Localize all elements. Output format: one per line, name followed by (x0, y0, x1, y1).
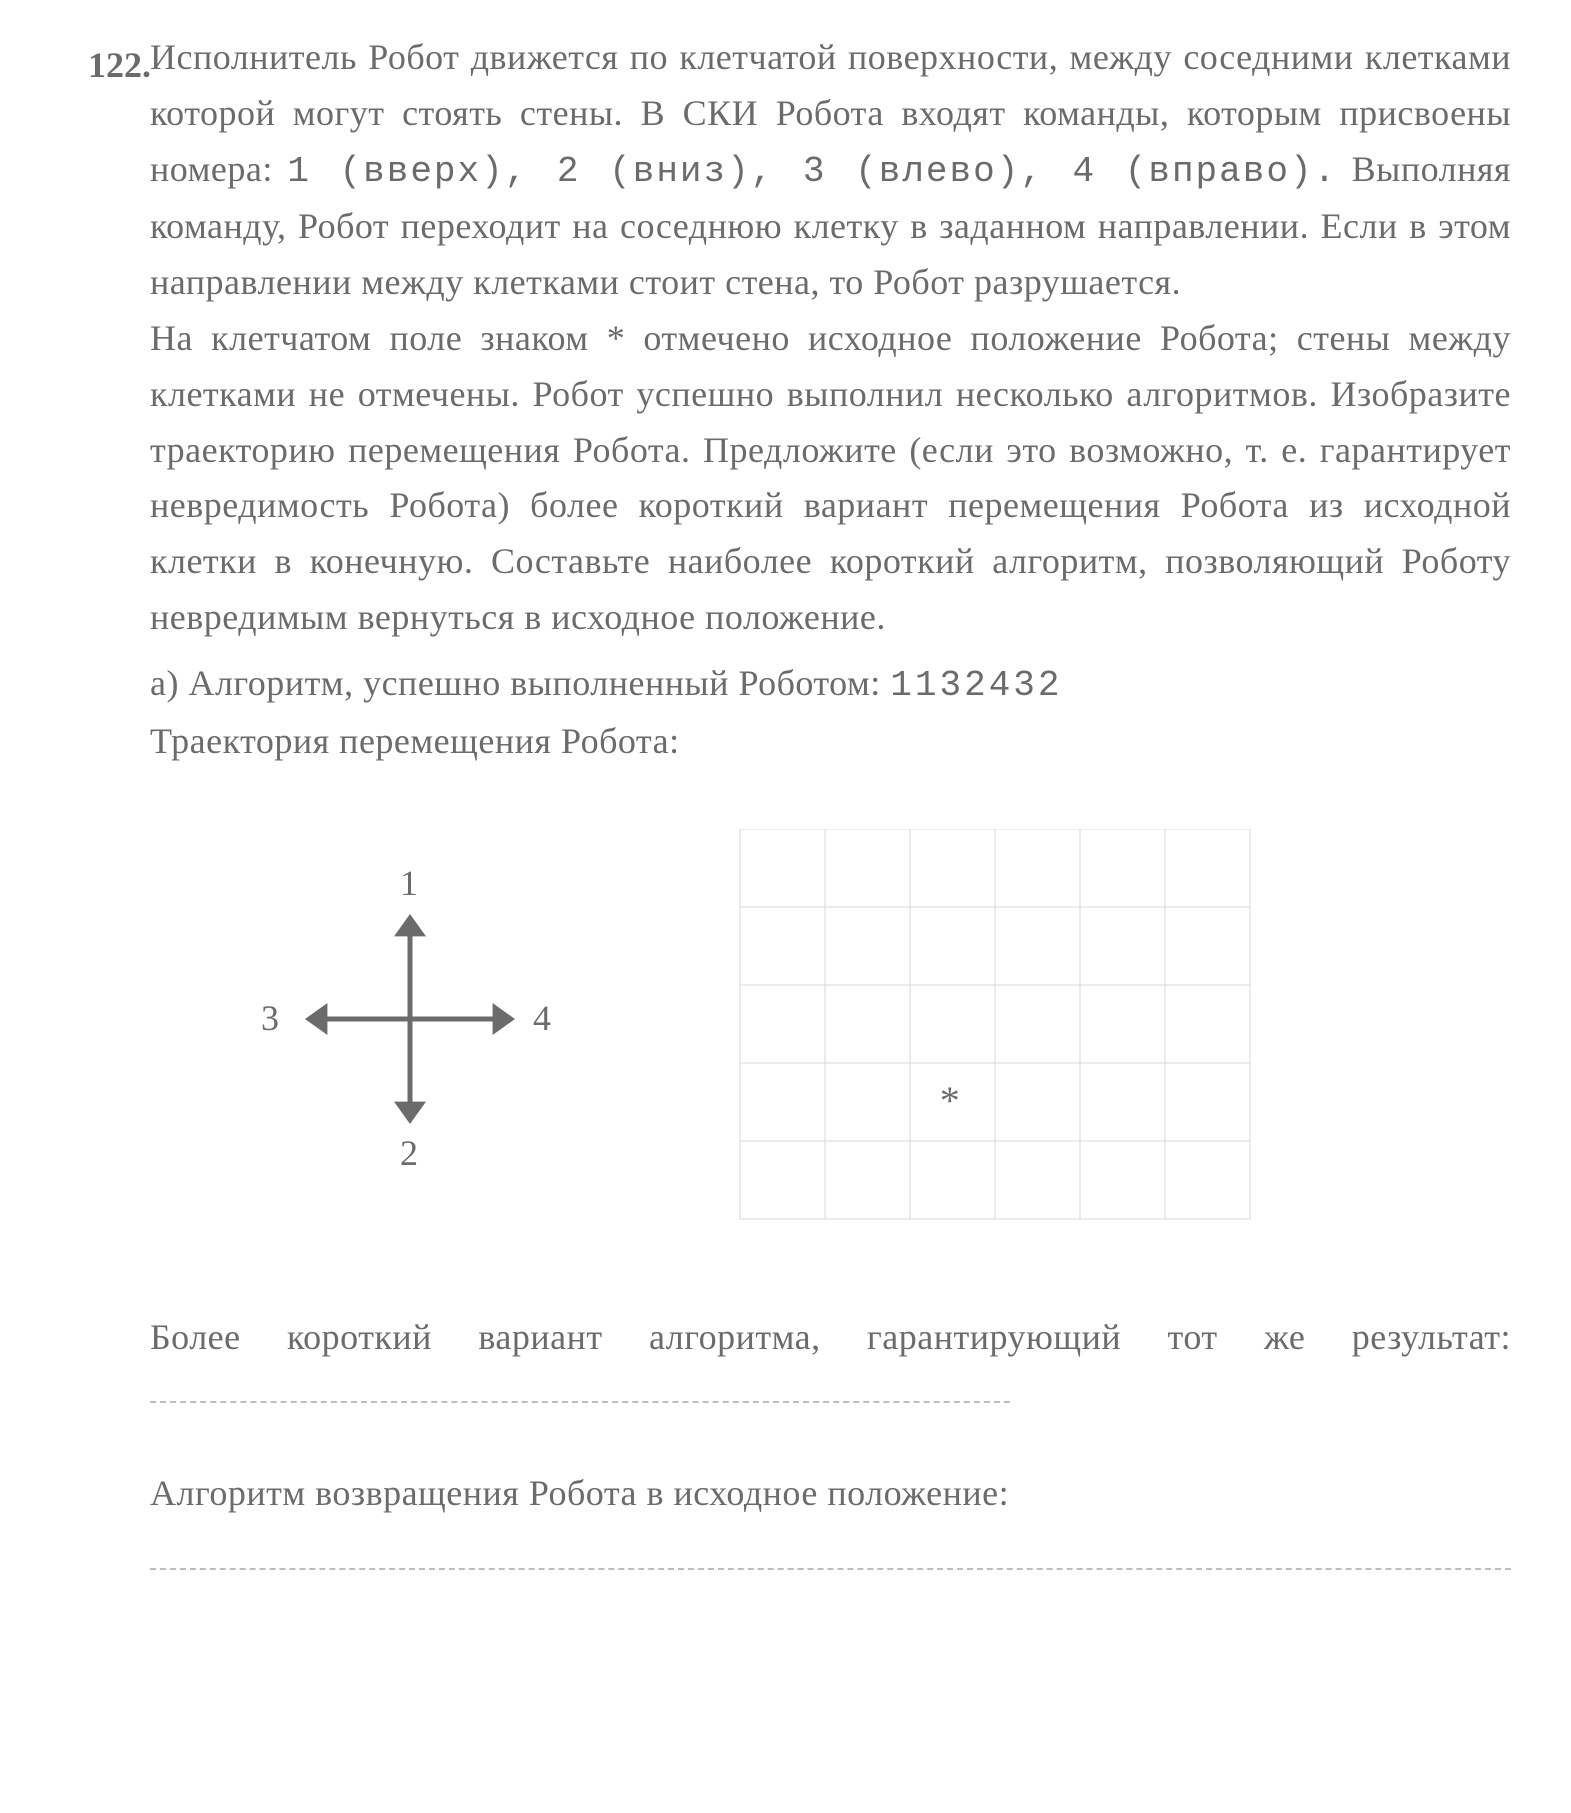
task-body: Исполнитель Робот движется по клетчатой … (150, 30, 1511, 646)
return-alg-block: Алгоритм возвращения Робота в исходное п… (150, 1465, 1511, 1523)
paragraph-2: На клетчатом поле знаком * отмечено исхо… (150, 318, 1511, 637)
compass-label-up: 1 (400, 862, 418, 904)
trajectory-label: Траектория перемещения Робота: (150, 721, 680, 761)
diagram-area: 1 2 3 4 * (150, 829, 1511, 1249)
task-number: 122. (88, 44, 151, 86)
section-a-label: а) Алгоритм, успешно выполненный Роботом… (150, 663, 890, 703)
shorter-variant-input-line[interactable] (150, 1401, 1010, 1403)
commands-list: 1 (вверх), 2 (вниз), 3 (влево), 4 (вправ… (287, 151, 1337, 192)
shorter-variant-label: Более короткий вариант алгоритма, гарант… (150, 1317, 1511, 1357)
return-alg-input-line[interactable] (150, 1522, 1511, 1570)
compass-label-left: 3 (261, 997, 279, 1039)
compass-label-down: 2 (400, 1132, 418, 1174)
compass-diagram: 1 2 3 4 (150, 829, 670, 1229)
robot-start-marker: * (940, 1077, 960, 1124)
section-a-code: 1132432 (890, 665, 1062, 706)
shorter-variant-block: Более короткий вариант алгоритма, гарант… (150, 1309, 1511, 1424)
section-a: а) Алгоритм, успешно выполненный Роботом… (150, 656, 1511, 770)
grid-diagram: * (710, 829, 1511, 1229)
return-alg-label: Алгоритм возвращения Робота в исходное п… (150, 1473, 1009, 1513)
compass-label-right: 4 (533, 997, 551, 1039)
grid-svg (710, 829, 1310, 1249)
